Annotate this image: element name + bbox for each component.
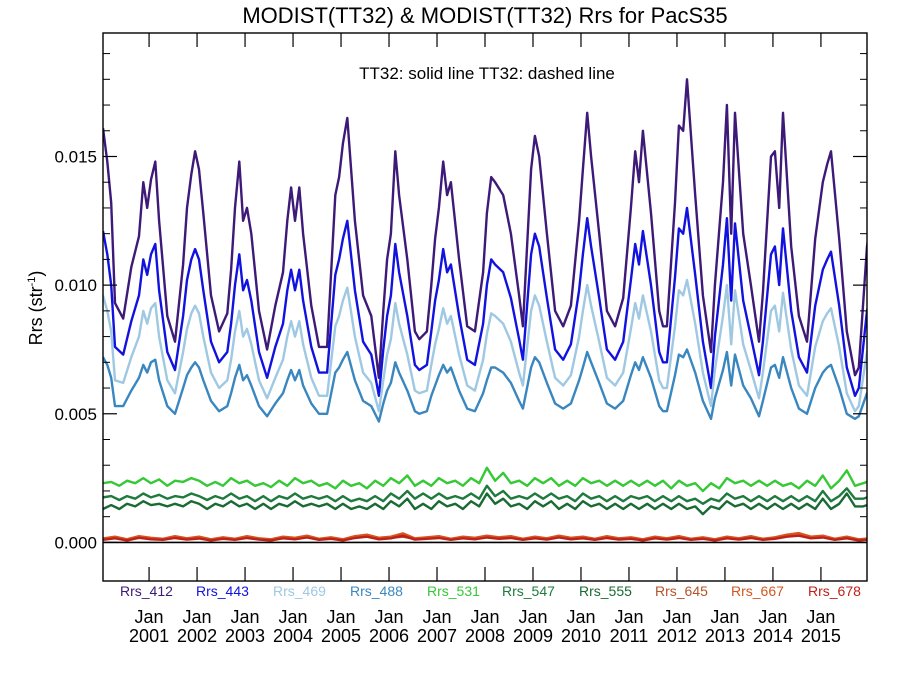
legend-item-rrs_488: Rrs_488	[350, 583, 403, 599]
legend-item-rrs_645: Rrs_645	[655, 583, 708, 599]
x-tick-label: Jan 2015	[801, 607, 841, 646]
x-tick-label: Jan 2005	[321, 607, 361, 646]
x-tick-label-year: 2014	[753, 626, 793, 646]
x-tick-label-year: 2007	[417, 626, 457, 646]
x-tick-label-month: Jan	[758, 607, 787, 627]
y-axis-label-text: Rrs (str	[26, 286, 46, 345]
series-line-rrs_531	[103, 466, 867, 493]
chart-subtitle: TT32: solid line TT32: dashed line	[359, 64, 615, 83]
legend-item-rrs_555: Rrs_555	[579, 583, 632, 599]
x-tick-label: Jan 2006	[369, 607, 409, 646]
x-tick-label-month: Jan	[566, 607, 595, 627]
x-tick-label: Jan 2012	[657, 607, 697, 646]
y-axis-label: Rrs (str-1)	[26, 271, 46, 346]
y-tick-label: 0.015	[54, 147, 97, 166]
legend-item-rrs_547: Rrs_547	[502, 583, 555, 599]
legend-item-rrs_469: Rrs_469	[273, 583, 326, 599]
y-tick-label: 0.005	[54, 405, 97, 424]
x-tick-label-month: Jan	[327, 607, 356, 627]
series-line-rrs_412	[103, 78, 867, 379]
x-tick-label: Jan 2002	[177, 607, 217, 646]
y-axis-label-superscript: -1	[26, 277, 38, 287]
chart-title: MODIST(TT32) & MODIST(TT32) Rrs for PacS…	[242, 3, 727, 28]
legend-item-rrs_412: Rrs_412	[120, 583, 173, 599]
x-tick-label: Jan 2004	[273, 607, 313, 646]
x-tick-label-month: Jan	[806, 607, 835, 627]
legend: Rrs_412 Rrs_443 Rrs_469 Rrs_488 Rrs_531 Rrs_5…	[120, 583, 861, 599]
x-tick-label-month: Jan	[183, 607, 212, 627]
x-tick-label-month: Jan	[422, 607, 451, 627]
x-tick-label: Jan 2010	[561, 607, 601, 646]
x-tick-label-year: 2004	[273, 626, 313, 646]
y-tick-label: 0.010	[54, 276, 97, 295]
x-tick-label: Jan 2007	[417, 607, 457, 646]
x-tick-label-year: 2005	[321, 626, 361, 646]
x-tick-label-year: 2003	[225, 626, 265, 646]
x-tick-label-year: 2010	[561, 626, 601, 646]
legend-item-rrs_667: Rrs_667	[731, 583, 784, 599]
x-tick-label-month: Jan	[662, 607, 691, 627]
y-axis: 0.000 0.005 0.010 0.015	[54, 53, 867, 552]
x-tick-label-year: 2001	[129, 626, 169, 646]
series-line-rrs_469	[103, 278, 867, 413]
x-tick-label: Jan 2011	[610, 607, 649, 646]
x-tick-label-year: 2012	[657, 626, 697, 646]
x-tick-label-month: Jan	[614, 607, 643, 627]
x-tick-label-month: Jan	[518, 607, 547, 627]
x-tick-label-month: Jan	[135, 607, 164, 627]
legend-item-rrs_678: Rrs_678	[808, 583, 861, 599]
x-tick-label-year: 2008	[465, 626, 505, 646]
x-tick-label-month: Jan	[470, 607, 499, 627]
x-tick-label-year: 2013	[705, 626, 745, 646]
x-tick-label: Jan 2014	[753, 607, 793, 646]
x-tick-label: Jan 2013	[705, 607, 745, 646]
x-tick-label-year: 2009	[513, 626, 553, 646]
x-tick-label-year: 2015	[801, 626, 841, 646]
series-line-rrs_555	[103, 492, 867, 516]
x-tick-label: Jan 2001	[129, 607, 169, 646]
y-tick-label: 0.000	[54, 533, 97, 552]
y-axis-label-close: )	[26, 271, 46, 277]
x-tick-label-month: Jan	[375, 607, 404, 627]
series-line-rrs_488	[103, 348, 867, 423]
series-layer	[103, 78, 867, 542]
x-tick-label: Jan 2008	[465, 607, 505, 646]
legend-item-rrs_443: Rrs_443	[196, 583, 249, 599]
x-tick-label-month: Jan	[279, 607, 308, 627]
x-tick-label-month: Jan	[231, 607, 260, 627]
series-line-rrs_678	[103, 534, 867, 542]
x-tick-label-year: 2006	[369, 626, 409, 646]
series-line-rrs_547	[103, 484, 867, 505]
x-tick-label-year: 2002	[177, 626, 217, 646]
x-tick-label-year: 2011	[610, 626, 649, 646]
legend-item-rrs_531: Rrs_531	[427, 583, 480, 599]
x-tick-label: Jan 2009	[513, 607, 553, 646]
x-tick-label: Jan 2003	[225, 607, 265, 646]
series-line-rrs_443	[103, 206, 867, 397]
x-tick-label-month: Jan	[710, 607, 739, 627]
